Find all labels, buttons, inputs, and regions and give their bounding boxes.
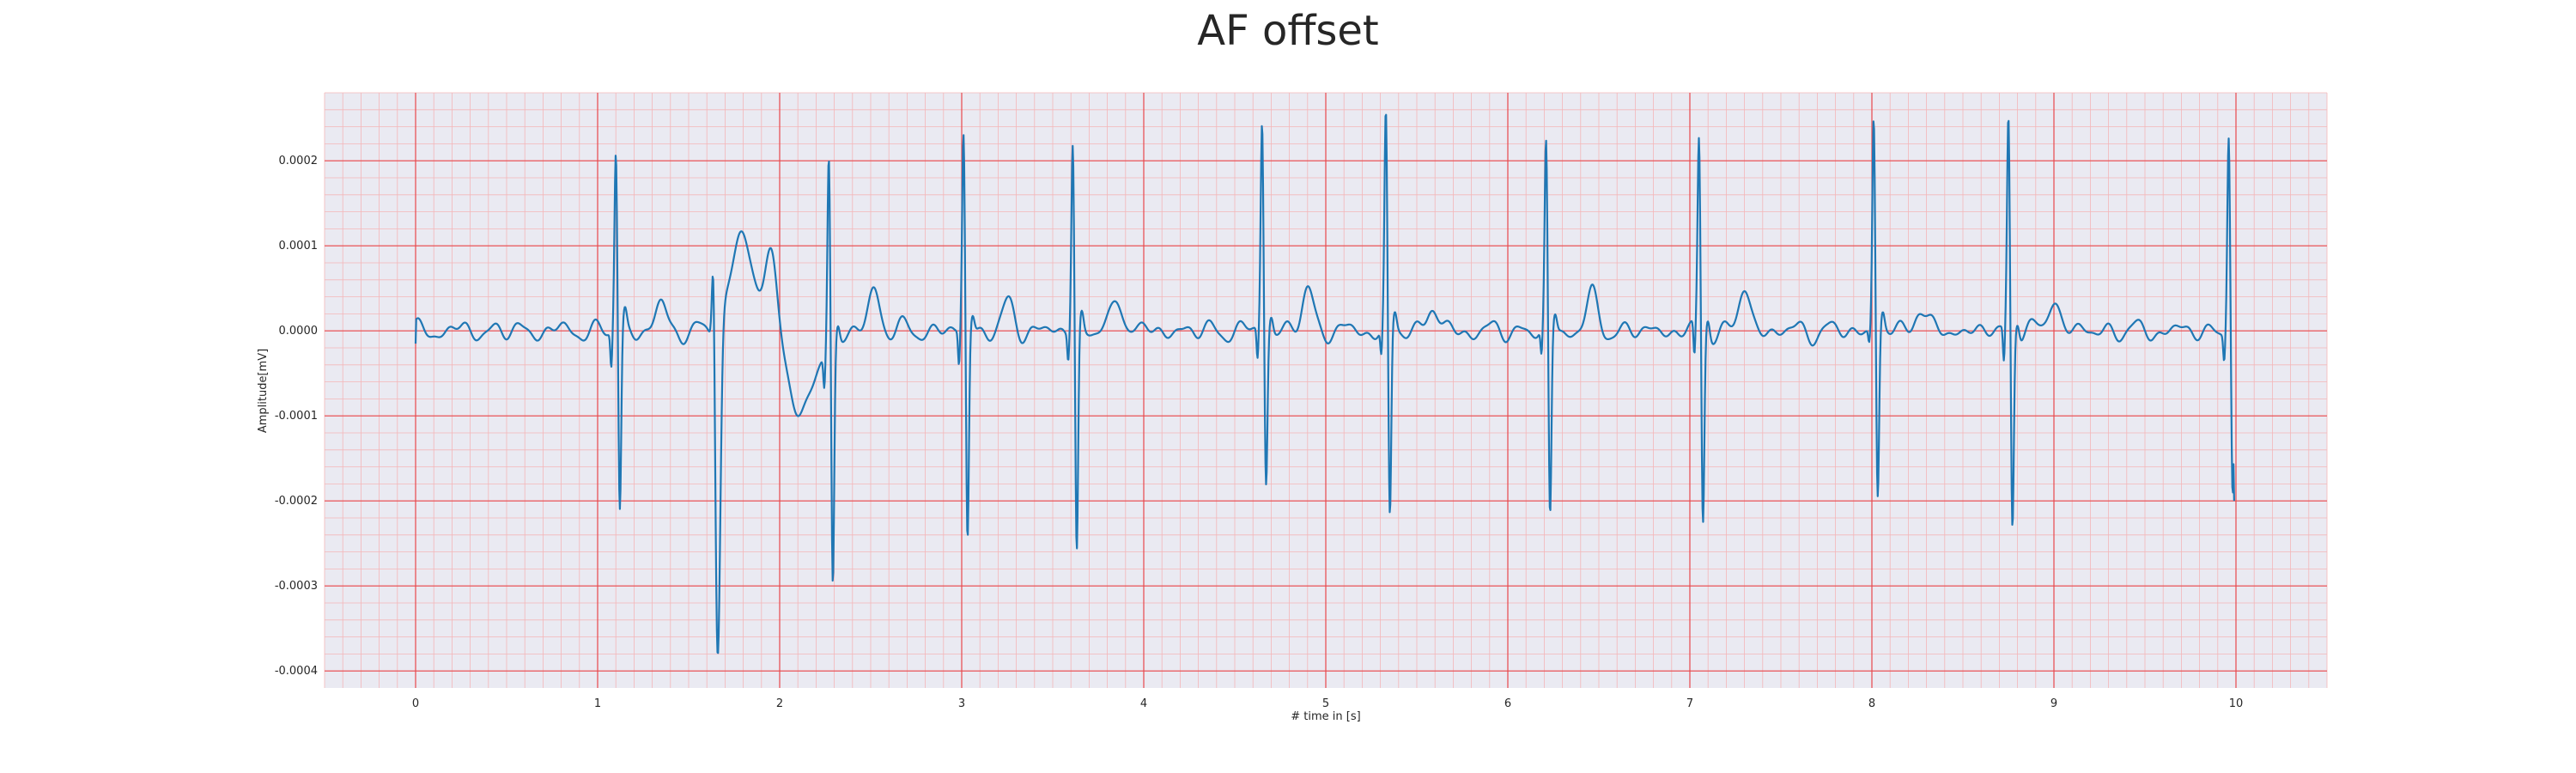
x-axis-ticks: 0 1 2 3 4 5 6 7 8 9 10 — [412, 697, 2243, 710]
x-tick-label: 2 — [776, 697, 783, 710]
series-line-ecg — [414, 113, 2235, 654]
y-tick-label: -0.0003 — [275, 580, 318, 593]
x-tick-label: 10 — [2229, 697, 2244, 710]
y-tick-label: -0.0002 — [275, 495, 318, 508]
y-tick-label: 0.0000 — [279, 325, 319, 338]
x-tick-label: 6 — [1504, 697, 1511, 710]
x-tick-label: 1 — [594, 697, 601, 710]
x-tick-label: 9 — [2050, 697, 2057, 710]
x-tick-label: 8 — [1868, 697, 1875, 710]
x-tick-label: 4 — [1140, 697, 1147, 710]
x-tick-label: 7 — [1686, 697, 1693, 710]
y-tick-label: -0.0001 — [275, 410, 318, 423]
x-axis-label: # time in [s] — [1291, 710, 1360, 723]
y-axis-label: Amplitude[mV] — [257, 349, 270, 433]
y-tick-label: -0.0004 — [275, 665, 318, 678]
chart-title: AF offset — [1197, 7, 1379, 55]
x-tick-label: 3 — [958, 697, 965, 710]
x-tick-label: 0 — [412, 697, 419, 710]
y-tick-label: 0.0002 — [279, 155, 319, 167]
x-tick-label: 5 — [1322, 697, 1329, 710]
y-axis-ticks: -0.0004 -0.0003 -0.0002 -0.0001 0.0000 0.0001… — [275, 155, 318, 678]
major-grid — [325, 93, 2327, 688]
y-tick-label: 0.0001 — [279, 240, 319, 253]
